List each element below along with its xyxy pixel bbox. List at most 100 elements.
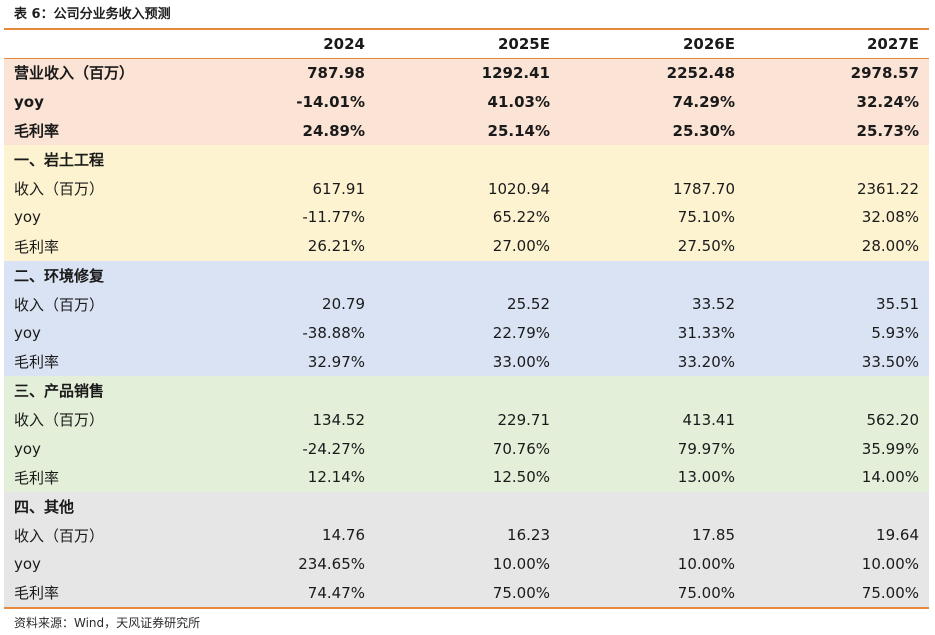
cell-2027e: 2361.22 [856,179,919,198]
section-title: 一、岩土工程 [14,151,105,170]
table-row: yoy -11.77% 65.22% 75.10% 32.08% [4,202,929,232]
cell-2026e: 413.41 [682,410,736,429]
cell-2024: 617.91 [312,179,366,198]
cell-2025e: 41.03% [487,92,550,111]
cell-2024: 20.79 [322,295,365,314]
section-title: 二、环境修复 [14,266,105,285]
cell-2025e: 33.00% [492,352,550,371]
row-label: 毛利率 [14,237,60,256]
cell-2027e: 25.73% [856,121,919,140]
cell-2026e: 33.20% [677,352,735,371]
cell-2026e: 10.00% [677,555,735,574]
section-title: 四、其他 [14,497,75,516]
cell-2026e: 25.30% [672,121,735,140]
cell-2027e: 28.00% [861,237,919,256]
row-label: 毛利率 [14,468,60,487]
cell-2027e: 32.24% [856,92,919,111]
cell-2026e: 13.00% [677,468,735,487]
cell-2026e: 31.33% [677,323,735,342]
cell-2025e: 1292.41 [481,63,550,82]
row-label: 收入（百万） [14,180,105,198]
cell-2024: -38.88% [302,323,365,342]
section-title-row: 三、产品销售 [4,376,929,406]
row-label: 毛利率 [14,122,60,141]
cell-2024: -24.27% [302,439,365,458]
section-title: 三、产品销售 [14,382,105,401]
cell-2026e: 75.00% [677,583,735,602]
row-label: yoy [14,208,41,227]
header-year-2024: 2024 [323,35,365,54]
cell-2024: 12.14% [307,468,365,487]
cell-2027e: 562.20 [866,410,920,429]
cell-2026e: 33.52 [692,295,735,314]
row-label: 营业收入（百万） [14,64,135,83]
table-row: 毛利率 12.14% 12.50% 13.00% 14.00% [4,462,929,492]
cell-2027e: 5.93% [871,323,919,342]
header-divider-rule [4,58,929,59]
cell-2024: -14.01% [296,92,365,111]
cell-2027e: 10.00% [861,555,919,574]
cell-2025e: 75.00% [492,583,550,602]
table-row: yoy -24.27% 70.76% 79.97% 35.99% [4,434,929,463]
cell-2027e: 75.00% [861,583,919,602]
cell-2027e: 33.50% [861,352,919,371]
cell-2025e: 27.00% [492,237,550,256]
cell-2025e: 65.22% [492,208,550,227]
cell-2025e: 10.00% [492,555,550,574]
cell-2024: 234.65% [298,555,365,574]
table-row: 毛利率 26.21% 27.00% 27.50% 28.00% [4,231,929,261]
cell-2026e: 17.85 [692,526,735,545]
cell-2026e: 2252.48 [666,63,735,82]
cell-2024: 787.98 [307,63,365,82]
cell-2024: -11.77% [302,208,365,227]
cell-2025e: 25.14% [487,121,550,140]
row-label: yoy [14,439,41,458]
section-title-row: 二、环境修复 [4,260,929,290]
table-row: yoy 234.65% 10.00% 10.00% 10.00% [4,549,929,579]
summary-margin-row: 毛利率 24.89% 25.14% 25.30% 25.73% [4,116,929,146]
row-label: 收入（百万） [14,411,105,430]
table-row: 收入（百万） 20.79 25.52 33.52 35.51 [4,289,929,319]
cell-2025e: 70.76% [492,439,550,458]
row-label: yoy [14,555,41,574]
header-year-2027e: 2027E [867,35,919,54]
table-top-rule [4,28,929,30]
table-row: 收入（百万） 134.52 229.71 413.41 562.20 [4,405,929,435]
row-label: 收入（百万） [14,526,105,545]
cell-2027e: 19.64 [876,526,919,545]
table-caption: 表 6：公司分业务收入预测 [14,7,171,22]
cell-2025e: 12.50% [492,468,550,487]
table-row: 收入（百万） 617.91 1020.94 1787.70 2361.22 [4,174,929,203]
cell-2024: 32.97% [307,352,365,371]
cell-2025e: 25.52 [507,295,550,314]
cell-2027e: 35.99% [861,439,919,458]
cell-2026e: 79.97% [677,439,735,458]
cell-2027e: 35.51 [876,295,919,314]
row-label: yoy [14,92,44,111]
row-label: 毛利率 [14,353,60,372]
table-row: 收入（百万） 14.76 16.23 17.85 19.64 [4,520,929,550]
cell-2027e: 14.00% [861,468,919,487]
row-label: 毛利率 [14,584,60,603]
cell-2025e: 1020.94 [487,179,550,198]
cell-2025e: 16.23 [507,526,550,545]
header-year-2026e: 2026E [683,35,735,54]
table-row: 毛利率 74.47% 75.00% 75.00% 75.00% [4,578,929,608]
cell-2024: 26.21% [307,237,365,256]
cell-2024: 24.89% [302,121,365,140]
table-row: 毛利率 32.97% 33.00% 33.20% 33.50% [4,347,929,377]
cell-2027e: 2978.57 [850,63,919,82]
cell-2025e: 22.79% [492,323,550,342]
cell-2025e: 229.71 [497,410,551,429]
cell-2027e: 32.08% [861,208,919,227]
cell-2026e: 75.10% [677,208,735,227]
summary-revenue-row: 营业收入（百万） 787.98 1292.41 2252.48 2978.57 [4,58,929,88]
cell-2024: 134.52 [312,410,366,429]
table-bottom-rule [4,607,929,609]
cell-2026e: 1787.70 [672,179,735,198]
row-label: yoy [14,323,41,342]
table-row: yoy -38.88% 22.79% 31.33% 5.93% [4,318,929,348]
section-title-row: 四、其他 [4,491,929,521]
cell-2026e: 74.29% [672,92,735,111]
row-label: 收入（百万） [14,295,105,314]
